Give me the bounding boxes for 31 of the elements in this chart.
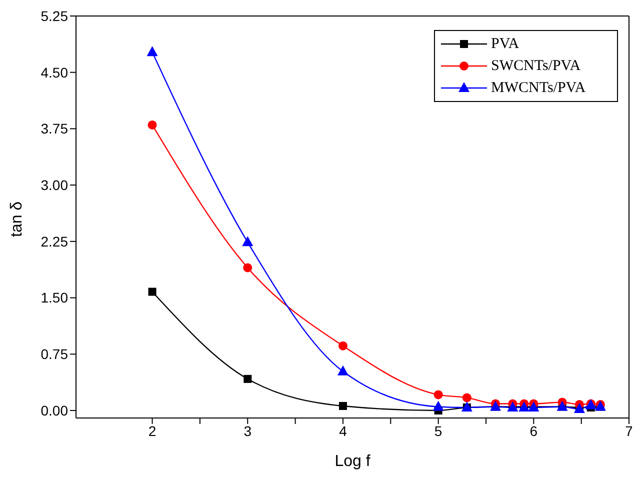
legend-label: SWCNTs/PVA (491, 57, 581, 76)
point (337, 365, 348, 376)
x-tick-label: 7 (625, 422, 634, 439)
point (148, 120, 157, 130)
point (243, 263, 252, 272)
y-tick-label: 2.25 (40, 233, 68, 250)
y-tick-label: 1.50 (40, 290, 68, 306)
point (338, 402, 347, 410)
x-tick-label: 2 (148, 422, 156, 439)
y-axis-title: tan δ (8, 201, 26, 237)
x-tick-label: 3 (244, 422, 252, 439)
point (462, 393, 472, 402)
point (432, 400, 444, 411)
point (146, 46, 158, 56)
y-tick-label: 4.50 (40, 64, 68, 80)
y-tick-label: 3.00 (40, 177, 68, 194)
point (148, 288, 156, 296)
x-tick-label: 4 (339, 422, 348, 439)
y-tick-label: 5.25 (40, 8, 68, 24)
y-tick-label: 0.00 (40, 402, 68, 418)
point (338, 341, 348, 350)
x-axis-title: Log f (334, 453, 371, 470)
x-tick-label: 5 (434, 422, 442, 439)
point (434, 390, 443, 400)
legend-label: PVA (491, 35, 520, 54)
x-tick-label: 6 (530, 422, 538, 439)
point (242, 236, 254, 246)
legend-label: MWCNTs/PVA (491, 79, 586, 98)
point (244, 374, 252, 383)
y-tick-label: 3.75 (40, 120, 68, 137)
y-tick-label: 0.75 (40, 346, 68, 362)
